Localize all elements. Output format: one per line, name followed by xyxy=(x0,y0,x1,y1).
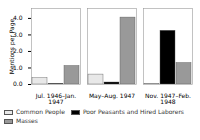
svg-text:Mentions per Page: Mentions per Page xyxy=(8,18,16,74)
html-text:Poor Peasants and Hired Labore: Poor Peasants and Hired Laborers xyxy=(82,108,184,115)
svg-text:2.0: 2.0 xyxy=(13,47,23,55)
svg-text:4.0: 4.0 xyxy=(13,14,23,22)
svg-text:1.0: 1.0 xyxy=(13,63,23,71)
svg-text:Nov. 1947–Feb.1948: Nov. 1947–Feb.1948 xyxy=(145,92,191,105)
svg-text:Jul. 1946–Jan.1947: Jul. 1946–Jan.1947 xyxy=(35,92,77,105)
svg-text:0.0: 0.0 xyxy=(13,80,23,87)
html-text:Masses: Masses xyxy=(16,117,38,124)
svg-text:3.0: 3.0 xyxy=(13,30,23,38)
html-text:Common People: Common People xyxy=(16,108,65,115)
svg-text:May–Aug. 1947: May–Aug. 1947 xyxy=(89,92,135,100)
